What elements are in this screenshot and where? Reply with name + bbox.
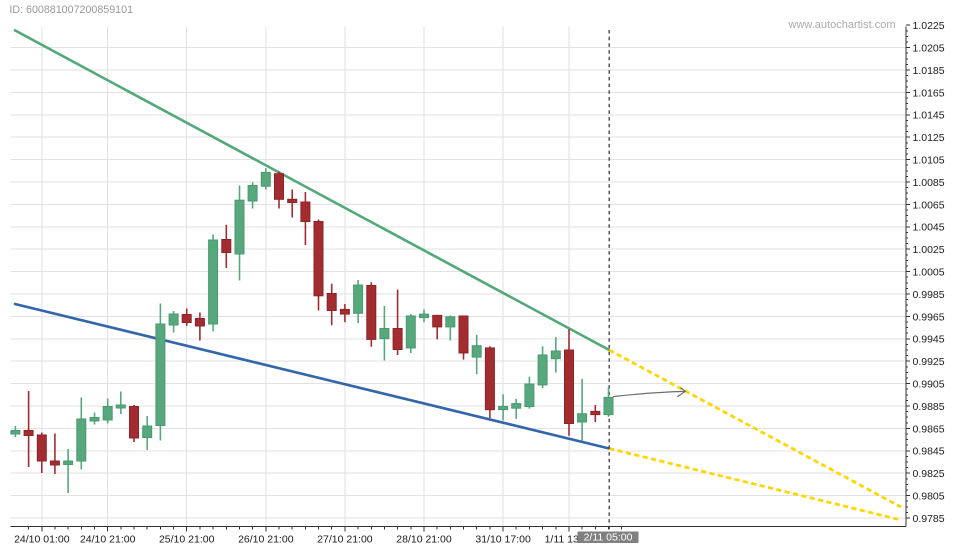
svg-text:1.0145: 1.0145 — [913, 110, 945, 122]
svg-text:0.9965: 0.9965 — [913, 311, 945, 323]
svg-text:0.9825: 0.9825 — [913, 468, 945, 480]
svg-text:0.9785: 0.9785 — [913, 513, 945, 525]
svg-text:25/10 21:00: 25/10 21:00 — [159, 533, 215, 545]
svg-text:0.9985: 0.9985 — [913, 289, 945, 301]
svg-text:0.9845: 0.9845 — [913, 446, 945, 458]
svg-text:1.0125: 1.0125 — [913, 132, 945, 144]
svg-text:26/10 21:00: 26/10 21:00 — [238, 533, 294, 545]
svg-text:1.0205: 1.0205 — [913, 43, 945, 55]
svg-text:1.0185: 1.0185 — [913, 65, 945, 77]
svg-text:0.9805: 0.9805 — [913, 491, 945, 503]
svg-text:24/10 01:00: 24/10 01:00 — [14, 533, 70, 545]
svg-text:0.9945: 0.9945 — [913, 334, 945, 346]
svg-text:1.0165: 1.0165 — [913, 87, 945, 99]
svg-text:0.9925: 0.9925 — [913, 356, 945, 368]
svg-text:ID: 600881007200859101: ID: 600881007200859101 — [9, 4, 133, 16]
svg-text:1.0085: 1.0085 — [913, 177, 945, 189]
svg-text:0.9905: 0.9905 — [913, 379, 945, 391]
svg-text:2/11 05:00: 2/11 05:00 — [584, 531, 633, 543]
svg-text:www.autochartist.com: www.autochartist.com — [788, 19, 896, 31]
svg-text:28/10 21:00: 28/10 21:00 — [396, 533, 452, 545]
svg-text:1.0005: 1.0005 — [913, 267, 945, 279]
svg-text:1.0225: 1.0225 — [913, 20, 945, 32]
svg-text:1.0045: 1.0045 — [913, 222, 945, 234]
svg-text:1.0025: 1.0025 — [913, 244, 945, 256]
svg-text:1.0105: 1.0105 — [913, 155, 945, 167]
svg-text:0.9865: 0.9865 — [913, 423, 945, 435]
svg-text:1.0065: 1.0065 — [913, 199, 945, 211]
svg-text:0.9885: 0.9885 — [913, 401, 945, 413]
svg-text:27/10 21:00: 27/10 21:00 — [317, 533, 373, 545]
svg-text:31/10 17:00: 31/10 17:00 — [475, 533, 531, 545]
svg-text:24/10 21:00: 24/10 21:00 — [80, 533, 136, 545]
